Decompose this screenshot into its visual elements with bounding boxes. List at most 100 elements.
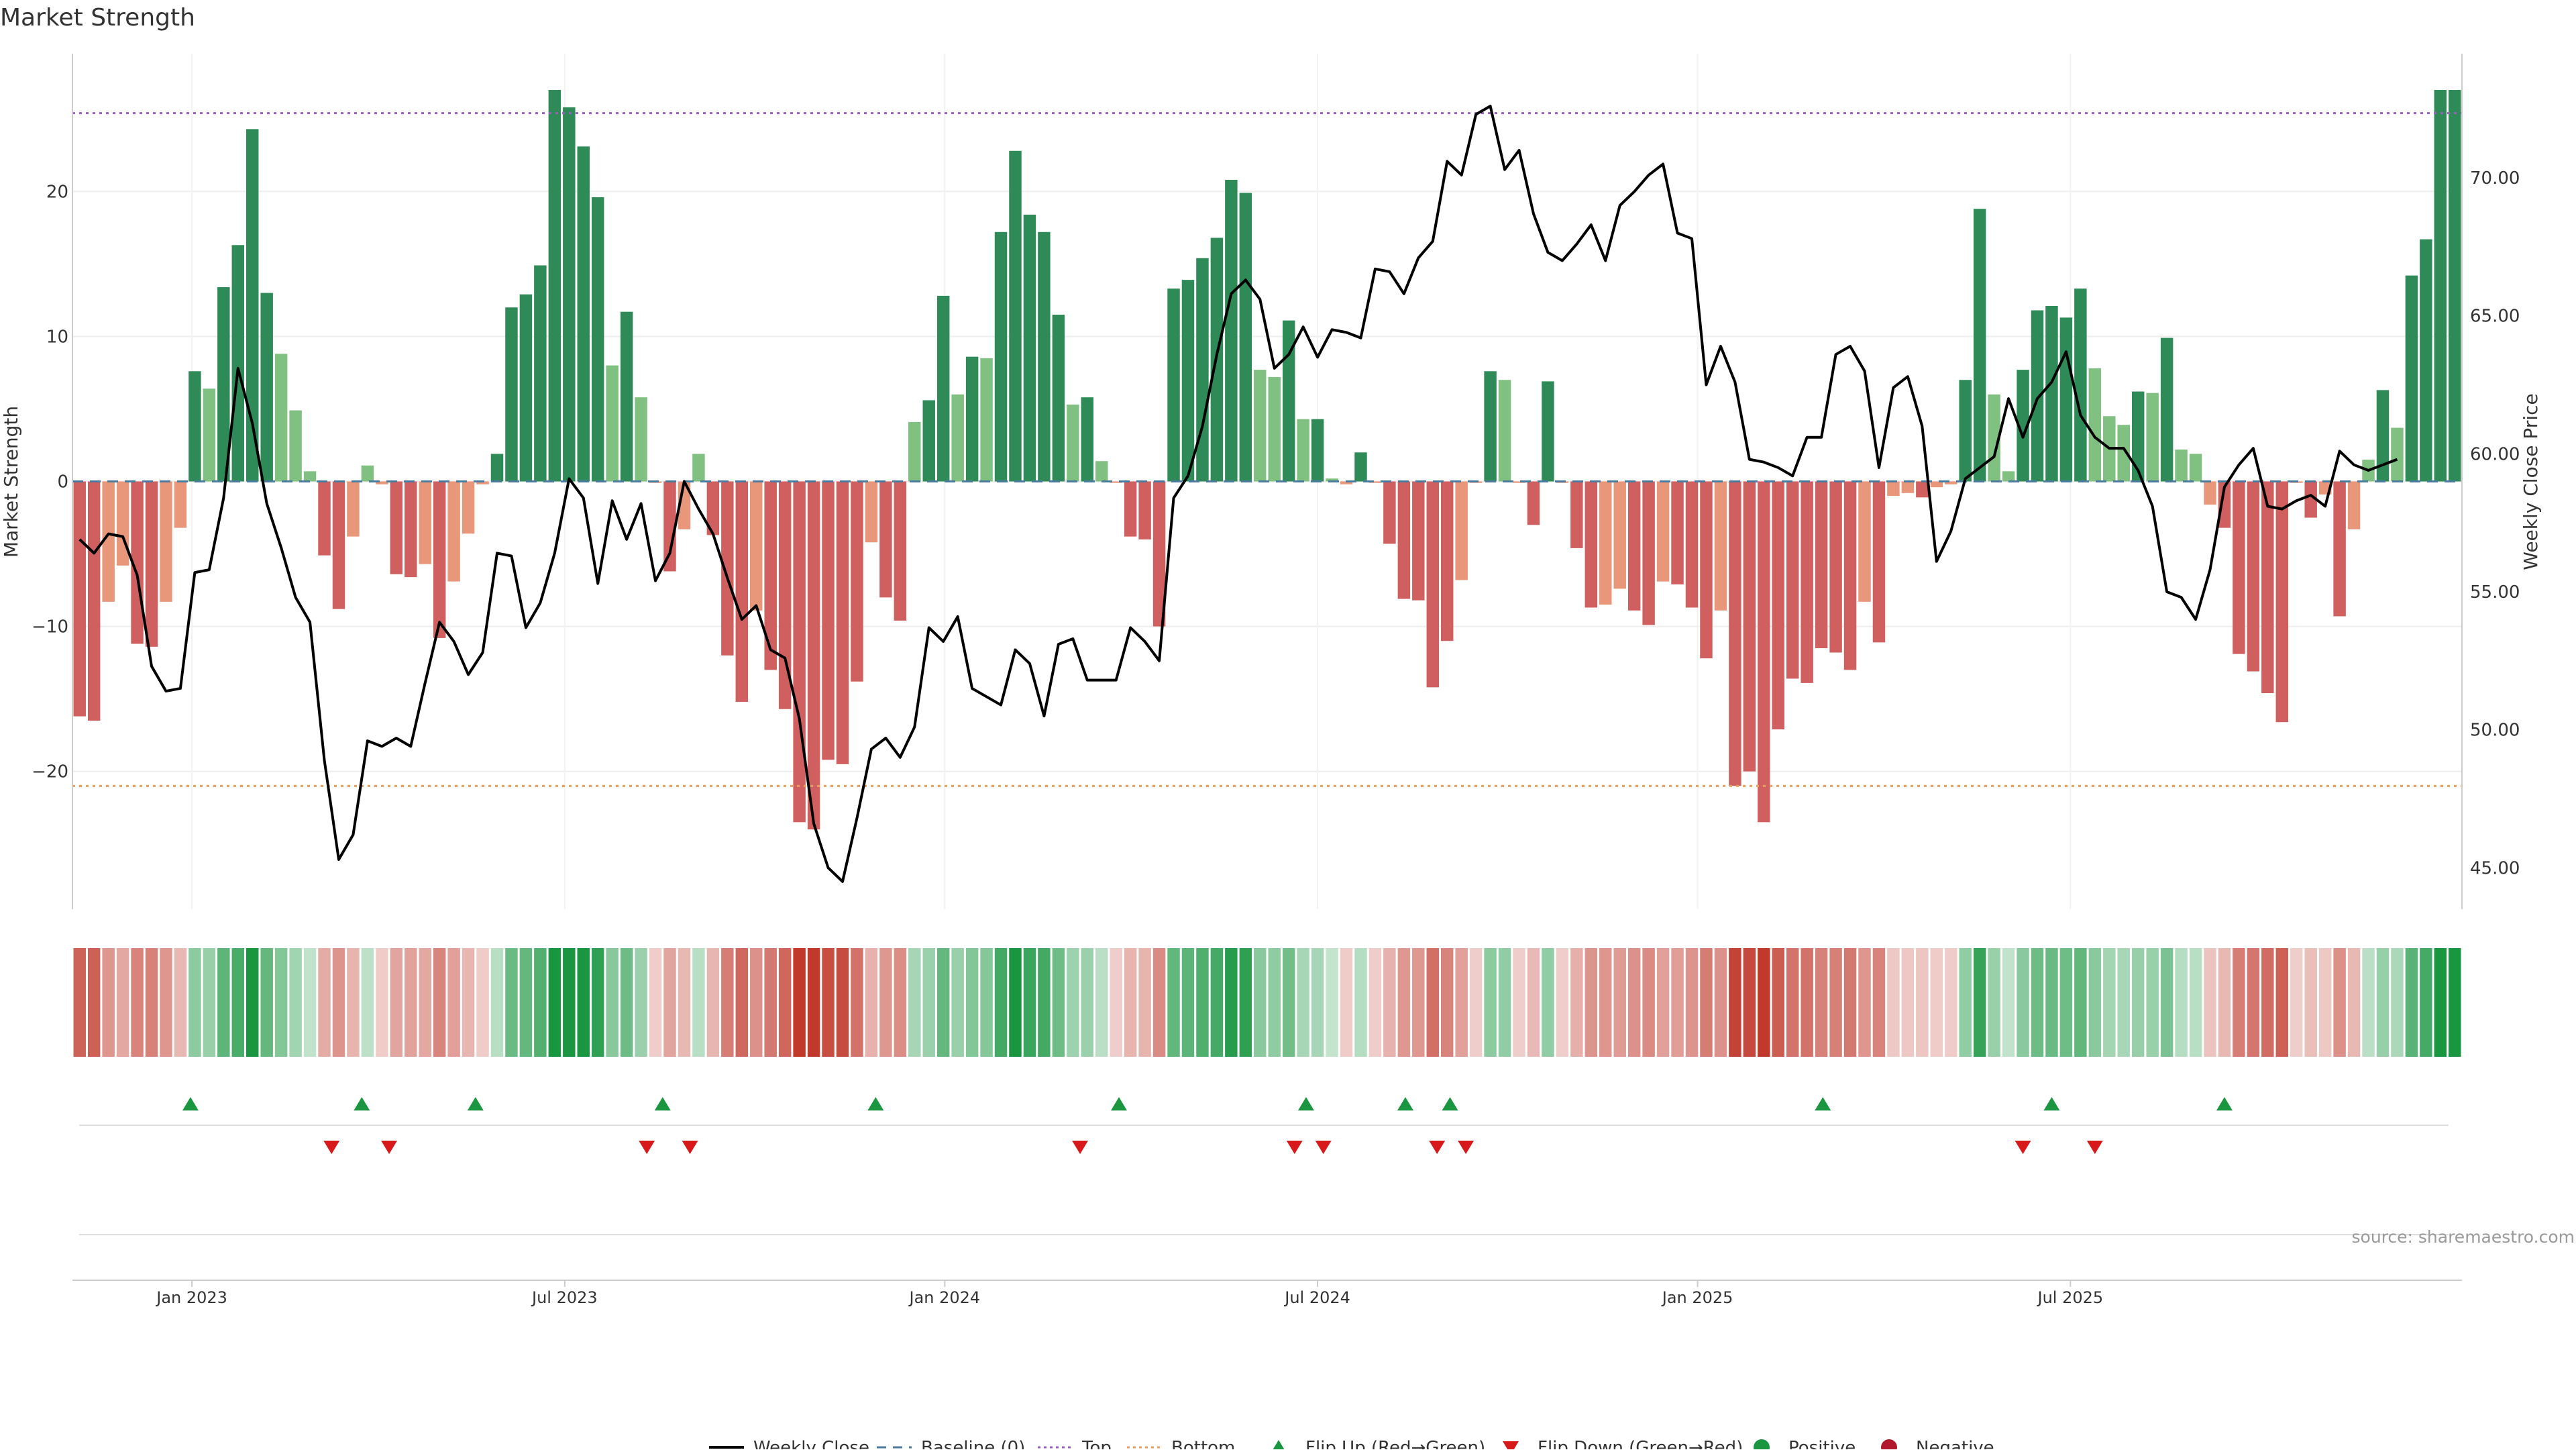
heat-cell (1685, 948, 1699, 1057)
strength-bar (160, 481, 172, 602)
x-tick-label: Jul 2025 (2037, 1288, 2104, 1307)
y-tick-label: −10 (32, 617, 68, 637)
heat-cell (1671, 948, 1684, 1057)
heat-cell (2002, 948, 2015, 1057)
strength-bar (2074, 289, 2087, 482)
strength-bar (1815, 481, 1828, 649)
heat-cell (951, 948, 964, 1057)
flip-down-marker (2086, 1141, 2103, 1154)
heat-cell (1527, 948, 1540, 1057)
heat-cell (2376, 948, 2390, 1057)
legend-label: Positive (1788, 1438, 1856, 1449)
heat-cell (332, 948, 345, 1057)
heat-cell (462, 948, 475, 1057)
strength-bar (706, 481, 720, 535)
strength-bar (1023, 214, 1036, 482)
strength-bar (189, 371, 201, 482)
heat-cell (1469, 948, 1483, 1057)
heat-cell (2362, 948, 2375, 1057)
strength-bar (462, 481, 475, 534)
heat-cell (2449, 948, 2461, 1057)
reference-lines (72, 112, 2462, 787)
strength-bar (994, 231, 1008, 482)
heat-cell (635, 948, 647, 1057)
heat-cell (851, 948, 863, 1057)
flip-down-marker (2015, 1141, 2031, 1154)
strength-bar (2218, 481, 2231, 528)
heat-cell (1484, 948, 1497, 1057)
heat-cell (2045, 948, 2058, 1057)
y-tick-label: −20 (32, 762, 68, 782)
heat-cell (1743, 948, 1756, 1057)
strength-bar (1067, 404, 1079, 482)
heat-cell (2318, 948, 2332, 1057)
strength-bar (217, 287, 230, 482)
source-note: source: sharemaestro.com (2352, 1227, 2575, 1247)
heat-cell (131, 948, 144, 1057)
strength-bar (1527, 481, 1540, 525)
x-tick-label: Jul 2023 (531, 1288, 598, 1307)
heat-cell (2333, 948, 2346, 1057)
strength-bar (807, 481, 820, 830)
strength-bar (1167, 289, 1180, 482)
heat-cell (1599, 948, 1612, 1057)
heat-cell (620, 948, 633, 1057)
heat-cell (1829, 948, 1842, 1057)
strength-bar (433, 481, 446, 638)
strength-bar (203, 388, 216, 482)
heat-cell (2290, 948, 2303, 1057)
flip-down-marker (1429, 1141, 1446, 1154)
strength-bar (1239, 193, 1252, 482)
y-tick-label: 0 (57, 472, 68, 492)
heat-cell (2391, 948, 2404, 1057)
strength-bar (1052, 314, 1065, 482)
strength-bar (1282, 320, 1295, 482)
strength-bar (347, 481, 360, 537)
heat-cell (706, 948, 720, 1057)
y2-tick-label: 65.00 (2470, 307, 2520, 327)
legend-label: Flip Up (Red→Green) (1305, 1438, 1485, 1449)
heat-cell (2017, 948, 2029, 1057)
heat-cell (2146, 948, 2159, 1057)
heat-cell (73, 948, 86, 1057)
strength-bar (2247, 481, 2260, 672)
y-tick-label: 10 (46, 327, 68, 347)
legend-swatch-negative (1881, 1439, 1897, 1452)
heat-cell (519, 948, 533, 1057)
heat-cell (750, 948, 763, 1057)
heat-cell (87, 948, 101, 1057)
heat-cell (1729, 948, 1741, 1057)
heat-cell (2233, 948, 2245, 1057)
heat-cell (1311, 948, 1324, 1057)
strength-bar (1326, 478, 1338, 482)
strength-bar (1268, 376, 1281, 482)
strength-bar (1916, 481, 1929, 498)
heat-cell (1023, 948, 1036, 1057)
flip-up-marker (354, 1097, 370, 1110)
strength-bar (548, 90, 561, 482)
flip-up-marker (182, 1097, 199, 1110)
x-tick-label: Jul 2024 (1283, 1288, 1350, 1307)
heat-cell (1786, 948, 1799, 1057)
heat-cell (447, 948, 460, 1057)
heat-cell (721, 948, 734, 1057)
heat-cell (922, 948, 935, 1057)
heat-cell (2434, 948, 2447, 1057)
heat-cell (936, 948, 950, 1057)
strength-bar (2233, 481, 2245, 654)
heat-cell (2189, 948, 2202, 1057)
strength-heatstrip (73, 948, 2461, 1057)
heat-cell (2160, 948, 2174, 1057)
heat-cell (2275, 948, 2289, 1057)
heat-cell (865, 948, 878, 1057)
heat-cell (606, 948, 619, 1057)
strength-bar (2204, 481, 2216, 505)
strength-bar (1412, 481, 1425, 601)
heat-cell (2405, 948, 2418, 1057)
strength-bar (231, 245, 244, 482)
heat-cell (1426, 948, 1439, 1057)
heat-cell (1167, 948, 1180, 1057)
heat-cell (419, 948, 431, 1057)
strength-bar (1124, 481, 1137, 537)
flip-down-marker (1286, 1141, 1303, 1154)
